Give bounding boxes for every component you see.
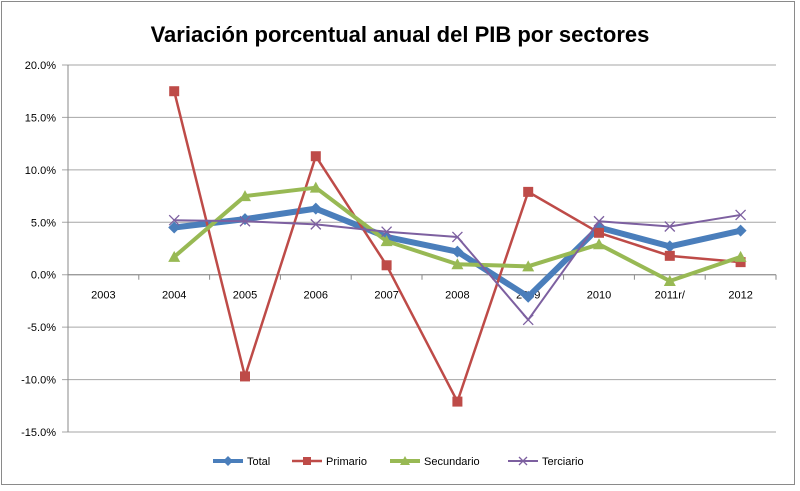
series-terciario bbox=[168, 209, 747, 326]
data-point bbox=[239, 190, 251, 202]
legend-item-total: Total bbox=[213, 456, 270, 468]
x-tick-label: 2011r/ bbox=[655, 290, 686, 302]
data-point bbox=[664, 250, 675, 261]
legend-marker bbox=[518, 456, 528, 466]
legend-item-terciario: Terciario bbox=[508, 456, 584, 468]
data-point bbox=[451, 245, 464, 258]
data-point bbox=[381, 226, 393, 238]
data-point bbox=[451, 231, 463, 243]
x-tick-label: 2003 bbox=[91, 290, 115, 302]
legend-label: Secundario bbox=[424, 456, 480, 468]
y-tick-label: 15.0% bbox=[25, 112, 56, 124]
data-point bbox=[663, 275, 676, 287]
y-tick-label: -15.0% bbox=[21, 427, 56, 439]
legend-marker bbox=[400, 456, 410, 465]
data-point bbox=[593, 215, 605, 227]
legend-label: Total bbox=[247, 456, 270, 468]
series-primario bbox=[169, 86, 746, 407]
y-axis-ticks: 20.0% 15.0% 10.0% 5.0% 0.0% -5.0% -10.0% -15.0% bbox=[21, 60, 56, 439]
data-point bbox=[663, 240, 676, 253]
y-tick-label: 0.0% bbox=[31, 270, 56, 282]
data-point bbox=[594, 227, 604, 238]
data-point bbox=[380, 235, 393, 247]
data-point bbox=[169, 86, 180, 97]
data-point bbox=[168, 214, 180, 226]
chart-title: Variación porcentual anual del PIB por s… bbox=[151, 22, 650, 47]
data-point bbox=[240, 371, 250, 382]
x-tick-label: 2010 bbox=[587, 290, 611, 302]
x-tick-label: 2004 bbox=[162, 290, 186, 302]
legend-marker bbox=[223, 456, 233, 466]
data-point bbox=[309, 202, 322, 215]
x-tick-label: 2008 bbox=[445, 290, 469, 302]
x-tick-label: 2005 bbox=[233, 290, 257, 302]
data-point bbox=[239, 215, 251, 227]
legend-item-primario: Primario bbox=[292, 456, 367, 468]
data-point bbox=[735, 257, 746, 268]
y-tick-label: 20.0% bbox=[25, 60, 56, 72]
y-tick-label: -5.0% bbox=[27, 322, 56, 334]
legend-label: Terciario bbox=[542, 456, 584, 468]
data-point bbox=[522, 290, 535, 303]
data-point bbox=[522, 314, 534, 326]
series-group bbox=[168, 86, 747, 407]
data-point bbox=[734, 224, 747, 237]
data-point bbox=[381, 260, 392, 271]
data-point bbox=[734, 250, 747, 262]
data-point bbox=[593, 238, 605, 250]
data-point bbox=[310, 218, 322, 230]
legend-label: Primario bbox=[326, 456, 367, 468]
y-tick-label: 10.0% bbox=[25, 165, 56, 177]
y-tick-label: -10.0% bbox=[21, 375, 56, 387]
chart-frame bbox=[1, 1, 795, 485]
data-point bbox=[309, 181, 322, 193]
data-point bbox=[239, 213, 251, 226]
series-secundario bbox=[168, 181, 747, 287]
data-point bbox=[168, 221, 181, 234]
legend-item-secundario: Secundario bbox=[390, 456, 480, 468]
legend-marker bbox=[303, 457, 311, 465]
x-tick-label: 2007 bbox=[374, 290, 398, 302]
legend: Total Primario Secundario Terciario bbox=[213, 456, 584, 468]
data-point bbox=[452, 396, 463, 407]
x-tick-label: 2012 bbox=[728, 290, 752, 302]
data-point bbox=[451, 258, 464, 270]
x-tick-label: 2006 bbox=[304, 290, 328, 302]
data-point bbox=[523, 186, 534, 197]
y-tick-label: 5.0% bbox=[31, 217, 56, 229]
data-point bbox=[168, 250, 181, 262]
data-point bbox=[310, 151, 321, 162]
data-point bbox=[735, 209, 747, 221]
data-point bbox=[664, 221, 676, 232]
data-point bbox=[522, 260, 535, 272]
